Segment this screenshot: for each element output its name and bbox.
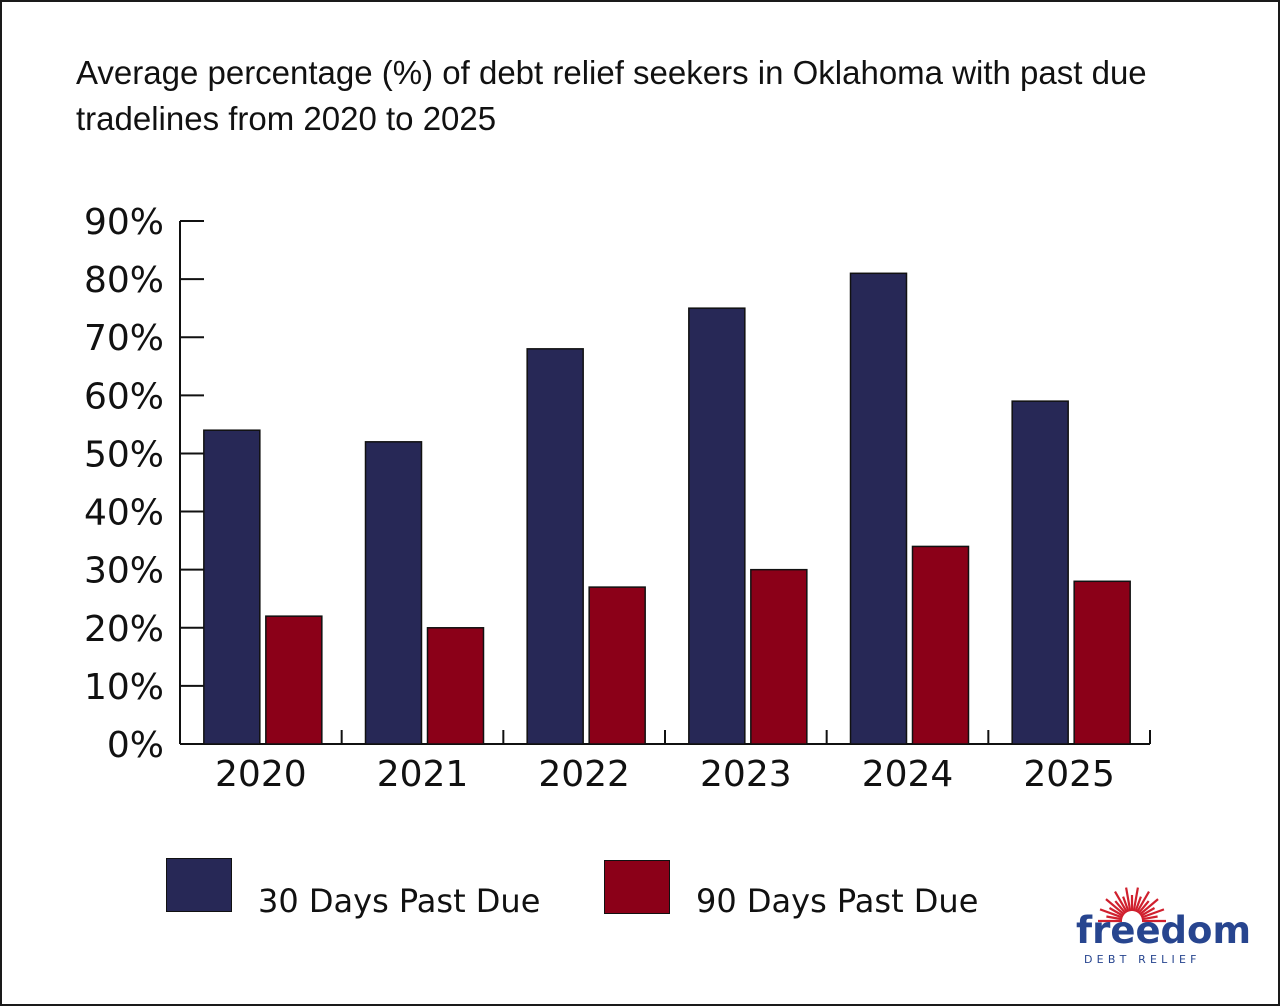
x-tick-label: 2020	[215, 754, 307, 795]
x-tick-label: 2022	[538, 754, 630, 795]
bar-90-days	[750, 568, 808, 745]
bar-30-days	[849, 272, 908, 745]
legend-label-90-days: 90 Days Past Due	[696, 882, 979, 920]
sunburst-ray	[1125, 887, 1132, 912]
bar-30-days	[688, 307, 746, 745]
sunburst-ray	[1105, 898, 1126, 916]
sunburst-ray	[1136, 891, 1150, 913]
legend-swatch-90-days	[604, 860, 670, 914]
legend-label-30-days: 30 Days Past Due	[258, 882, 541, 920]
y-tick-label: 20%	[84, 609, 164, 650]
chart-title: Average percentage (%) of debt relief se…	[76, 54, 1147, 137]
sunburst-ray	[1132, 887, 1139, 912]
sunburst-ray	[1141, 915, 1158, 921]
sunburst-ray	[1108, 907, 1124, 917]
sunburst-ray	[1134, 896, 1142, 912]
y-tick-label: 90%	[84, 202, 164, 243]
x-tick-label: 2021	[377, 754, 469, 795]
bar-30-days	[364, 441, 423, 745]
sunburst-ray	[1140, 907, 1156, 917]
bar-30-days	[526, 348, 584, 745]
legend-swatch-30-days	[166, 858, 232, 912]
x-tick-label: 2025	[1023, 754, 1115, 795]
sunburst-icon	[1098, 887, 1166, 923]
x-tick-label: 2024	[862, 754, 954, 795]
sunburst-ray	[1114, 891, 1128, 913]
y-tick-label: 60%	[84, 376, 164, 417]
y-tick-label: 0%	[107, 725, 164, 766]
bar-90-days	[426, 627, 485, 745]
sunburst-ray	[1099, 908, 1123, 919]
logo-wordmark: freedom	[1076, 909, 1251, 952]
sunburst-ray	[1106, 915, 1123, 921]
y-tick-label: 40%	[84, 493, 164, 534]
logo-subtitle: DEBT RELIEF	[1084, 953, 1201, 966]
bar-30-days	[1011, 400, 1069, 745]
sunburst-ray	[1137, 900, 1150, 915]
bar-90-days	[1073, 580, 1131, 745]
bar-90-days	[588, 586, 646, 745]
x-tick-label: 2023	[700, 754, 792, 795]
y-tick-label: 50%	[84, 434, 164, 475]
sunburst-ray	[1122, 896, 1130, 912]
sunburst-ray	[1141, 908, 1165, 919]
sunburst-ray	[1114, 900, 1127, 915]
freedom-debt-relief-logo: freedom DEBT RELIEF	[1070, 875, 1251, 966]
bar-30-days	[203, 429, 261, 745]
y-tick-label: 80%	[84, 260, 164, 301]
y-tick-label: 70%	[84, 318, 164, 359]
bar-90-days	[265, 615, 323, 745]
sunburst-ray	[1138, 898, 1159, 916]
bar-90-days	[911, 545, 970, 745]
y-tick-label: 10%	[84, 667, 164, 708]
y-tick-label: 30%	[84, 551, 164, 592]
